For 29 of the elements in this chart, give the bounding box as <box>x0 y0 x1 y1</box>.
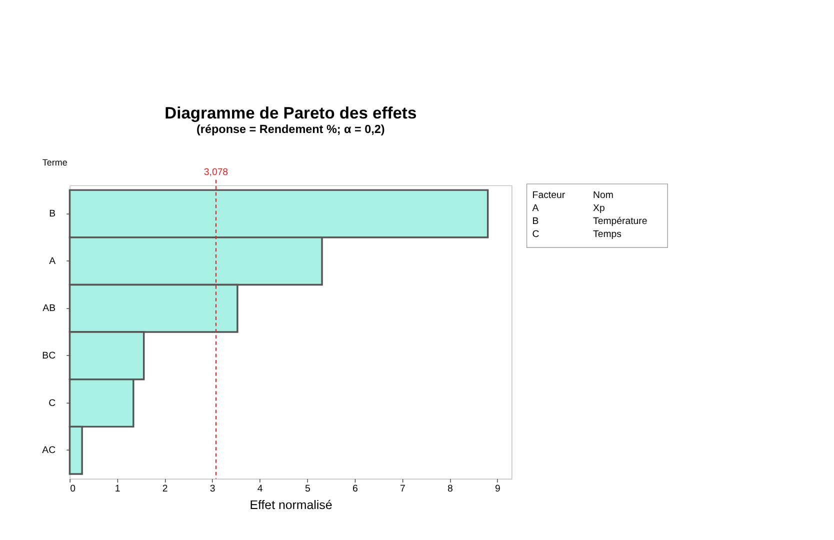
x-tick-label: 7 <box>400 484 406 495</box>
x-tick-label: 0 <box>70 484 76 495</box>
text: C <box>532 229 540 240</box>
x-tick-label: 2 <box>162 484 168 495</box>
y-tick-label: B <box>49 208 56 220</box>
x-axis-title: Effet normalisé <box>250 498 332 512</box>
text: Température <box>593 216 648 227</box>
x-tick-label: 4 <box>257 484 264 495</box>
text: Facteur <box>532 190 566 201</box>
x-tick-label: 9 <box>494 484 500 495</box>
y-tick-label: AC <box>42 445 56 456</box>
text: Xp <box>593 202 605 214</box>
x-tick-label: 1 <box>114 484 120 495</box>
text: Temps <box>593 229 622 240</box>
y-tick-label: AB <box>42 303 56 314</box>
x-tick-label: 6 <box>352 484 358 495</box>
y-tick-label: C <box>48 398 56 409</box>
y-tick-label: BC <box>42 350 56 362</box>
ref-line-label: 3,078 <box>204 166 228 178</box>
chart-subtitle: (réponse = Rendement %; α = 0,2) <box>196 122 385 136</box>
x-tick-label: 3 <box>210 484 216 495</box>
y-tick-label: A <box>49 256 56 267</box>
chart-title: Diagramme de Pareto des effets <box>164 103 417 122</box>
text: Nom <box>593 190 614 201</box>
text: B <box>532 216 539 227</box>
y-axis-title: Terme <box>42 158 68 168</box>
x-tick-label: 5 <box>304 484 310 495</box>
text: A <box>532 202 540 214</box>
x-tick-label: 8 <box>447 484 453 495</box>
